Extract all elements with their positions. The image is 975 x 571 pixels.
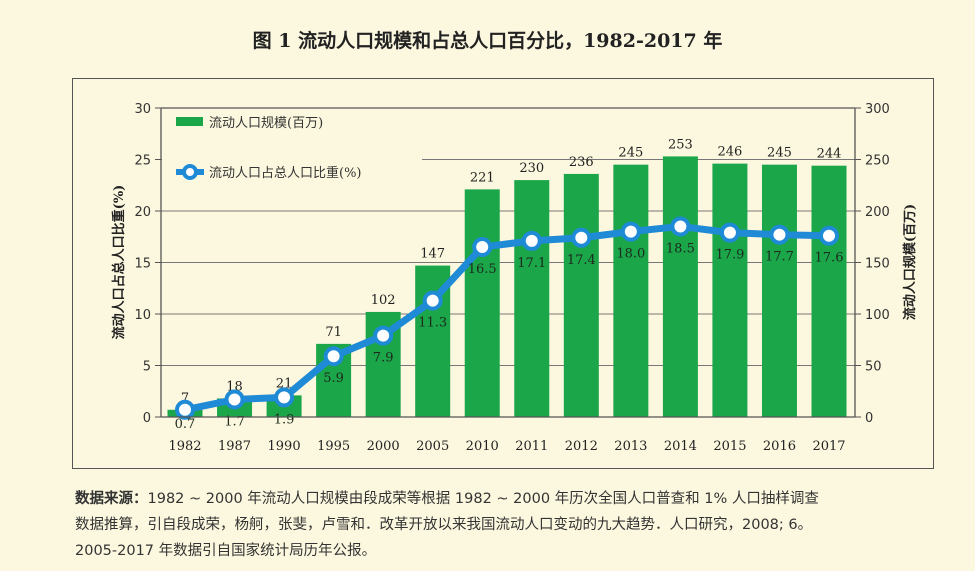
ratio-point: [571, 227, 592, 248]
bar-value-label: 102: [371, 293, 396, 308]
x-tick-label: 2014: [664, 439, 697, 454]
x-tick-label: 2013: [614, 439, 647, 454]
bar: [712, 163, 748, 417]
left-tick-label: 0: [143, 411, 151, 426]
source-note: 数据来源：1982 ~ 2000 年流动人口规模由段成荣等根据 1982 ~ 2…: [75, 486, 970, 564]
right-tick-label: 300: [865, 102, 890, 117]
bar-value-label: 244: [817, 147, 842, 162]
ratio-value-label: 0.7: [175, 417, 196, 432]
ratio-point: [670, 216, 691, 237]
ratio-value-label: 1.9: [274, 412, 295, 427]
ratio-point: [472, 237, 493, 258]
bar-value-label: 246: [718, 145, 743, 160]
x-tick-label: 1990: [268, 439, 301, 454]
ratio-point: [274, 387, 295, 408]
x-tick-label: 2000: [367, 439, 400, 454]
left-axis-title: 流动人口占总人口比重(%): [111, 185, 127, 340]
chart-frame: [72, 78, 934, 469]
left-tick-label: 15: [134, 257, 151, 272]
right-tick-label: 150: [865, 257, 890, 272]
ratio-point: [719, 222, 740, 243]
right-tick-label: 200: [865, 205, 890, 220]
right-axis-title: 流动人口规模(百万): [902, 204, 918, 320]
right-tick-label: 0: [865, 411, 873, 426]
ratio-value-label: 17.4: [567, 253, 596, 268]
bar: [613, 164, 649, 417]
ratio-point: [323, 346, 344, 367]
left-tick-label: 20: [134, 205, 151, 220]
x-tick-label: 1995: [317, 439, 350, 454]
left-tick-label: 25: [134, 154, 151, 169]
x-tick-label: 2015: [713, 439, 746, 454]
bar: [514, 180, 550, 417]
left-tick-label: 10: [134, 308, 151, 323]
left-tick-label: 30: [134, 102, 151, 117]
ratio-value-label: 1.7: [224, 414, 245, 429]
ratio-value-label: 17.1: [517, 256, 546, 271]
legend-bar-label: 流动人口规模(百万): [209, 116, 323, 131]
right-tick-label: 250: [865, 154, 890, 169]
ratio-point: [521, 230, 542, 251]
ratio-point: [224, 389, 245, 410]
ratio-value-label: 17.7: [765, 250, 794, 265]
bar-value-label: 245: [618, 146, 643, 161]
bar-value-label: 253: [668, 137, 693, 152]
bar-value-label: 236: [569, 155, 594, 170]
chart-title: 图 1 流动人口规模和占总人口百分比，1982-2017 年: [252, 30, 723, 52]
ratio-point: [819, 225, 839, 246]
x-tick-label: 2011: [515, 439, 548, 454]
bar-value-label: 71: [325, 325, 342, 340]
ratio-value-label: 17.9: [715, 248, 744, 263]
right-tick-label: 50: [865, 360, 882, 375]
x-tick-label: 2010: [466, 439, 499, 454]
ratio-point: [373, 325, 394, 346]
source-line-1: 1982 ~ 2000 年流动人口规模由段成荣等根据 1982 ~ 2000 年…: [147, 491, 819, 507]
ratio-value-label: 18.0: [616, 247, 645, 262]
bar-value-label: 147: [420, 247, 445, 262]
source-line-2: 数据推算，引自段成荣，杨舸，张斐，卢雪和．改革开放以来我国流动人口变动的九大趋势…: [75, 517, 813, 533]
x-tick-label: 1982: [168, 439, 201, 454]
ratio-point: [422, 290, 443, 311]
source-label: 数据来源：: [75, 491, 148, 507]
bar: [761, 164, 797, 417]
legend-line-label: 流动人口占总人口比重(%): [209, 165, 362, 181]
legend-bar-swatch: [176, 117, 203, 126]
bar-value-label: 21: [276, 376, 293, 391]
bar-value-label: 245: [767, 146, 792, 161]
left-tick-label: 5: [143, 360, 151, 375]
right-tick-label: 100: [865, 308, 890, 323]
legend-background: [162, 109, 422, 199]
ratio-value-label: 11.3: [418, 316, 447, 331]
bar-value-label: 7: [181, 391, 189, 406]
x-tick-label: 2016: [763, 439, 796, 454]
bar-value-label: 221: [470, 170, 495, 185]
bar-value-label: 230: [519, 161, 544, 176]
ratio-value-label: 17.6: [815, 251, 844, 266]
x-tick-label: 2017: [812, 439, 845, 454]
bar: [563, 173, 599, 417]
ratio-value-label: 18.5: [666, 241, 695, 256]
ratio-point: [620, 221, 641, 242]
bar: [464, 189, 500, 417]
source-line-3: 2005-2017 年数据引自国家统计局历年公报。: [75, 543, 377, 559]
legend-line-marker: [182, 164, 198, 180]
bar: [662, 156, 698, 417]
ratio-value-label: 16.5: [468, 262, 497, 277]
bar: [811, 165, 847, 417]
ratio-point: [175, 399, 195, 420]
ratio-point: [769, 224, 790, 245]
x-tick-label: 1987: [218, 439, 251, 454]
ratio-value-label: 5.9: [323, 371, 344, 386]
x-tick-label: 2005: [416, 439, 449, 454]
x-tick-label: 2012: [565, 439, 598, 454]
ratio-value-label: 7.9: [373, 351, 394, 366]
